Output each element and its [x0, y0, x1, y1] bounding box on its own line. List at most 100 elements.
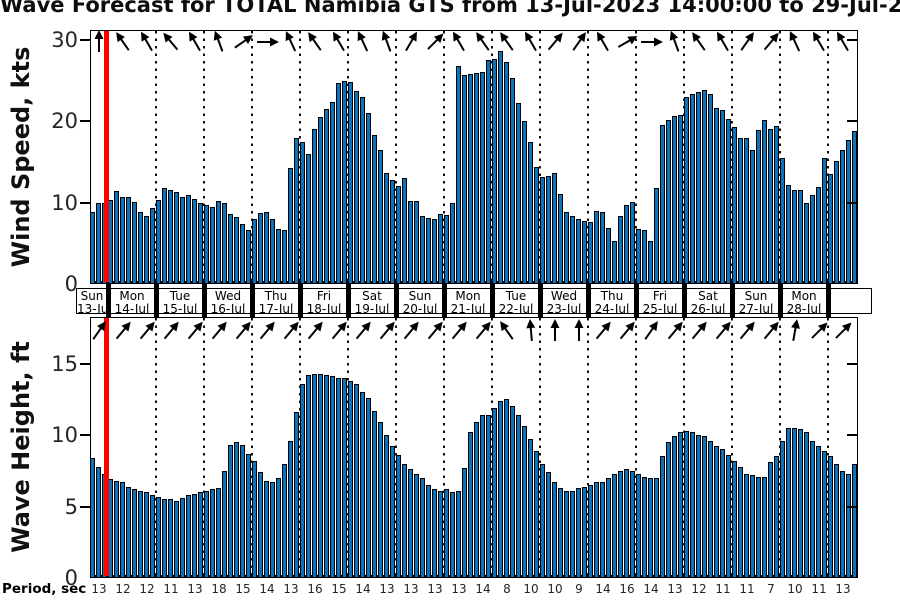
wind-bar [552, 172, 557, 284]
day-boundary-tick [201, 284, 207, 317]
y-tick-label: 5 [64, 494, 78, 519]
day-boundary-gridline [731, 31, 733, 282]
wind-bar [120, 196, 125, 284]
wind-bar [612, 240, 617, 284]
period-value: 9 [575, 582, 583, 596]
wave-bar [408, 469, 413, 578]
wave-bar [426, 485, 431, 578]
wind-bar [756, 130, 761, 284]
wind-direction-arrow [441, 24, 477, 60]
wind-bar [744, 138, 749, 284]
wind-bar [750, 149, 755, 284]
wave-bar [738, 466, 743, 578]
wind-bar [354, 91, 359, 284]
period-value: 11 [163, 582, 179, 596]
day-label-cell: Wed 23-Jul [540, 288, 588, 314]
day-boundary-tick [585, 284, 591, 317]
wind-bar [690, 93, 695, 284]
day-label-cell: Sun 27-Jul [732, 288, 780, 314]
wind-bar [378, 149, 383, 284]
period-value: 14 [595, 582, 611, 596]
day-boundary-gridline [587, 31, 589, 282]
wind-direction-arrow [202, 25, 235, 58]
wave-bar [306, 374, 311, 578]
wind-bar [834, 161, 839, 284]
wind-direction-arrow [129, 24, 165, 60]
wave-bar [234, 442, 239, 578]
wind-direction-arrow [609, 24, 645, 60]
wave-bar [516, 415, 521, 578]
y-tick-right [847, 505, 858, 508]
wave-direction-arrow [566, 318, 592, 344]
day-name: Fri [316, 289, 332, 303]
day-boundary-gridline [491, 318, 493, 576]
day-boundary-gridline [203, 318, 205, 576]
wind-bar [456, 65, 461, 284]
wave-bar [192, 493, 197, 578]
wave-bar [594, 482, 599, 578]
day-boundary-gridline [587, 318, 589, 576]
wind-bar [264, 211, 269, 284]
y-tick-left [80, 434, 90, 436]
wave-bar [600, 482, 605, 578]
period-value: 8 [503, 582, 511, 596]
day-boundary-gridline [683, 31, 685, 282]
wave-bar [522, 426, 527, 578]
wind-bar [282, 229, 287, 284]
wind-bar [168, 190, 173, 284]
wind-bar [840, 149, 845, 284]
wind-bar [216, 201, 221, 284]
wave-bar [198, 492, 203, 578]
wave-bar [180, 497, 185, 578]
wave-bar [414, 473, 419, 578]
wind-bar [384, 173, 389, 284]
wind-bar [360, 96, 365, 284]
wind-bar [852, 131, 857, 284]
wave-bar [174, 500, 179, 578]
wind-bar [558, 193, 563, 284]
day-label-cell: Sat 26-Jul [684, 288, 732, 314]
wave-bar [624, 469, 629, 578]
wave-direction-arrow [345, 313, 382, 350]
wave-bar [696, 435, 701, 578]
wind-direction-arrow [465, 24, 501, 60]
period-value: 13 [187, 582, 203, 596]
wind-direction-arrow [585, 24, 621, 60]
day-label-cell: Tue 22-Jul [492, 288, 540, 314]
wind-bar [846, 139, 851, 284]
period-value: 18 [211, 582, 227, 596]
wave-direction-arrow [273, 313, 310, 350]
wind-bar [426, 218, 431, 284]
wind-bar [672, 116, 677, 284]
wind-bar [654, 187, 659, 284]
wind-bar [210, 206, 215, 284]
wind-bar [468, 74, 473, 284]
wave-bar [468, 432, 473, 578]
wave-bar [90, 457, 95, 578]
day-label-cell: Wed 16-Jul [204, 288, 252, 314]
wind-bar [546, 175, 551, 284]
y-tick-left [80, 120, 90, 123]
period-row-label: Period, sec [2, 581, 87, 597]
day-boundary-tick [633, 284, 639, 317]
wave-bar [324, 374, 329, 578]
period-value: 13 [427, 582, 443, 596]
wind-axis-label: Wind Speed, kts [7, 46, 35, 268]
day-boundary-gridline [395, 31, 397, 282]
wave-bar [774, 456, 779, 578]
day-boundary-gridline [251, 31, 253, 282]
period-value: 12 [691, 582, 707, 596]
day-label-cell: Mon 28-Jul [780, 288, 828, 314]
wind-bar [372, 135, 377, 284]
wind-bar [618, 216, 623, 284]
wind-bar [402, 178, 407, 284]
wind-direction-arrow [705, 24, 741, 60]
wind-bar [198, 203, 203, 284]
wave-direction-arrow [177, 313, 214, 350]
day-boundary-gridline [155, 318, 157, 576]
wave-direction-arrow [417, 313, 454, 350]
wave-bar [498, 400, 503, 578]
wave-bar [744, 473, 749, 578]
wind-bar [126, 196, 131, 284]
wave-bar [648, 477, 653, 578]
